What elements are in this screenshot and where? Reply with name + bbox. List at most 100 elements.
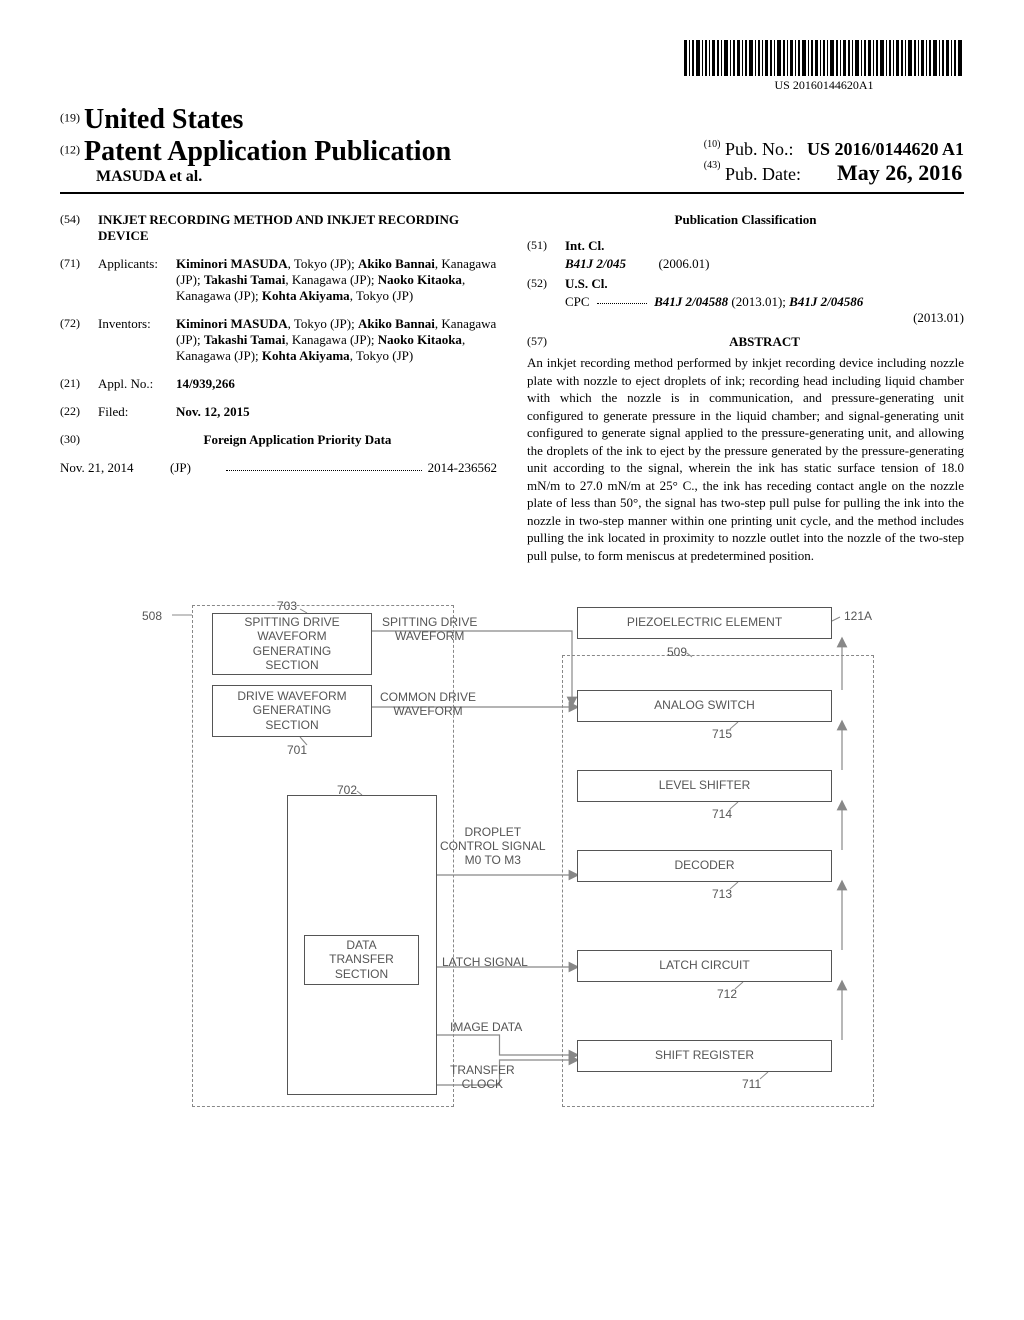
applicants-body: Kiminori MASUDA, Tokyo (JP); Akiko Banna… xyxy=(176,256,497,304)
cpc-entry: CPC B41J 2/04588 (2013.01); B41J 2/04586… xyxy=(565,294,964,326)
prio-code: (30) xyxy=(60,432,98,448)
cpc-2-date: (2013.01) xyxy=(565,310,964,326)
uscl-row: (52) U.S. Cl. xyxy=(527,276,964,292)
inventors-code: (72) xyxy=(60,316,98,364)
intcl-row: (51) Int. Cl. xyxy=(527,238,964,254)
inventors-body: Kiminori MASUDA, Tokyo (JP); Akiko Banna… xyxy=(176,316,497,364)
intcl-block: (51) Int. Cl. B41J 2/045 (2006.01) xyxy=(527,238,964,272)
intcl-symbol: B41J 2/045 xyxy=(565,256,626,271)
signal-label: TRANSFER CLOCK xyxy=(450,1063,515,1092)
header-right: (10) Pub. No.: US 2016/0144620 A1 (43) P… xyxy=(704,139,964,186)
abstract-label: ABSTRACT xyxy=(565,334,964,350)
prio-cc: (JP) xyxy=(170,460,220,476)
country: United States xyxy=(84,104,243,135)
barcode-svg xyxy=(684,40,964,76)
intcl-date: (2006.01) xyxy=(659,256,710,271)
prio-heading: Foreign Application Priority Data xyxy=(98,432,497,448)
intcl-entry: B41J 2/045 (2006.01) xyxy=(565,256,964,272)
country-code: (19) xyxy=(60,111,80,125)
applno-label: Appl. No.: xyxy=(98,376,176,392)
filed-code: (22) xyxy=(60,404,98,420)
filed-field: (22) Filed: Nov. 12, 2015 xyxy=(60,404,497,420)
title-text: INKJET RECORDING METHOD AND INKJET RECOR… xyxy=(98,212,497,244)
prio-dots xyxy=(226,460,422,471)
filed-label: Filed: xyxy=(98,404,176,420)
ref-label-714: 714 xyxy=(712,807,732,821)
applno-code: (21) xyxy=(60,376,98,392)
signal-label: IMAGE DATA xyxy=(450,1020,522,1034)
priority-heading-row: (30) Foreign Application Priority Data xyxy=(60,432,497,448)
pub-title: Patent Application Publication xyxy=(84,136,451,167)
block-711: SHIFT REGISTER xyxy=(577,1040,832,1072)
signal-label: DROPLET CONTROL SIGNAL M0 TO M3 xyxy=(440,825,546,868)
block-712: LATCH CIRCUIT xyxy=(577,950,832,982)
applicants-label: Applicants: xyxy=(98,256,176,304)
barcode: US 20160144620A1 xyxy=(684,40,964,93)
block-714: LEVEL SHIFTER xyxy=(577,770,832,802)
abstract-body: An inkjet recording method performed by … xyxy=(527,354,964,565)
pubdate-label: Pub. Date: xyxy=(725,164,801,184)
pubdate-code: (43) xyxy=(704,160,721,171)
title-code: (54) xyxy=(60,212,98,244)
uscl-code: (52) xyxy=(527,276,565,292)
pub-code: (12) xyxy=(60,143,80,157)
block-703: SPITTING DRIVE WAVEFORM GENERATING SECTI… xyxy=(212,613,372,675)
ref-label-121A: 121A xyxy=(844,609,872,623)
title-field: (54) INKJET RECORDING METHOD AND INKJET … xyxy=(60,212,497,244)
block-diagram: SPITTING DRIVE WAVEFORM GENERATING SECTI… xyxy=(132,595,892,1115)
right-column: Publication Classification (51) Int. Cl.… xyxy=(527,212,964,565)
block-701: DRIVE WAVEFORM GENERATING SECTION xyxy=(212,685,372,737)
patent-page: US 20160144620A1 (19) United States (12)… xyxy=(0,0,1024,1155)
barcode-label: US 20160144620A1 xyxy=(684,78,964,93)
left-column: (54) INKJET RECORDING METHOD AND INKJET … xyxy=(60,212,497,565)
ref-label-508: 508 xyxy=(142,609,162,623)
block-702a: DATA TRANSFER SECTION xyxy=(304,935,419,985)
classification-heading: Publication Classification xyxy=(527,212,964,228)
priority-row: Nov. 21, 2014 (JP) 2014-236562 xyxy=(60,460,497,476)
prio-date: Nov. 21, 2014 xyxy=(60,460,170,476)
intcl-label: Int. Cl. xyxy=(565,238,964,254)
diagram-wrap: SPITTING DRIVE WAVEFORM GENERATING SECTI… xyxy=(60,595,964,1115)
ref-label-711: 711 xyxy=(742,1077,761,1091)
ref-label-702: 702 xyxy=(337,783,357,797)
inventors-field: (72) Inventors: Kiminori MASUDA, Tokyo (… xyxy=(60,316,497,364)
block-121A: PIEZOELECTRIC ELEMENT xyxy=(577,607,832,639)
biblio-columns: (54) INKJET RECORDING METHOD AND INKJET … xyxy=(60,212,964,565)
authors-line: MASUDA et al. xyxy=(96,168,451,186)
pubno-value: US 2016/0144620 A1 xyxy=(807,139,964,159)
signal-label: LATCH SIGNAL xyxy=(442,955,528,969)
pubno-label: Pub. No.: xyxy=(725,139,794,159)
applno-value: 14/939,266 xyxy=(176,376,497,392)
pubno-line: (10) Pub. No.: US 2016/0144620 A1 xyxy=(704,139,964,160)
cpc-2: B41J 2/04586 xyxy=(789,294,863,309)
applicants-field: (71) Applicants: Kiminori MASUDA, Tokyo … xyxy=(60,256,497,304)
ref-label-703: 703 xyxy=(277,599,297,613)
ref-label-712: 712 xyxy=(717,987,737,1001)
ref-label-701: 701 xyxy=(287,743,307,757)
signal-label: SPITTING DRIVE WAVEFORM xyxy=(382,615,477,644)
ref-label-713: 713 xyxy=(712,887,732,901)
pubdate-value: May 26, 2016 xyxy=(837,160,962,185)
applicants-code: (71) xyxy=(60,256,98,304)
header-left: (19) United States (12) Patent Applicati… xyxy=(60,104,451,186)
abstract-heading-row: (57) ABSTRACT xyxy=(527,334,964,350)
signal-label: COMMON DRIVE WAVEFORM xyxy=(380,690,476,719)
filed-value: Nov. 12, 2015 xyxy=(176,404,497,420)
pub-title-line: (12) Patent Application Publication xyxy=(60,136,451,168)
uscl-label: U.S. Cl. xyxy=(565,276,964,292)
block-713: DECODER xyxy=(577,850,832,882)
inventors-label: Inventors: xyxy=(98,316,176,364)
cpc-prefix: CPC xyxy=(565,294,590,309)
barcode-area: US 20160144620A1 xyxy=(60,40,964,94)
applno-field: (21) Appl. No.: 14/939,266 xyxy=(60,376,497,392)
cpc-1-date: (2013.01); xyxy=(731,294,786,309)
cpc-dots xyxy=(597,303,647,304)
country-line: (19) United States xyxy=(60,104,451,136)
pubno-code: (10) xyxy=(704,139,721,150)
intcl-code: (51) xyxy=(527,238,565,254)
ref-label-715: 715 xyxy=(712,727,732,741)
header-row: (19) United States (12) Patent Applicati… xyxy=(60,104,964,194)
prio-num: 2014-236562 xyxy=(428,460,497,476)
uscl-block: (52) U.S. Cl. CPC B41J 2/04588 (2013.01)… xyxy=(527,276,964,326)
abstract-code: (57) xyxy=(527,334,565,350)
